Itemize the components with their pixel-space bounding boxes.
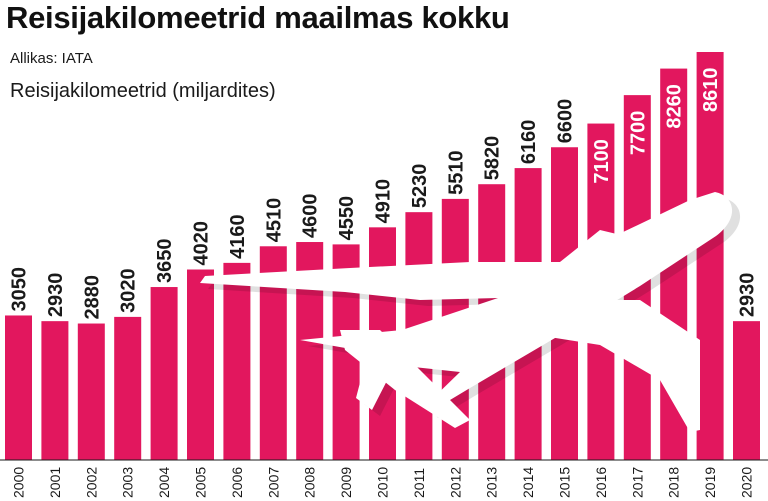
tick-label-2007: 2007 bbox=[265, 467, 281, 498]
value-label-2016: 7100 bbox=[591, 139, 613, 184]
tick-label-2018: 2018 bbox=[666, 467, 682, 498]
tick-label-2010: 2010 bbox=[375, 467, 391, 498]
value-label-2018: 8260 bbox=[664, 84, 686, 129]
source-label: Allikas: IATA bbox=[10, 50, 93, 67]
value-label-2004: 3650 bbox=[154, 239, 176, 284]
tick-label-2012: 2012 bbox=[447, 467, 463, 498]
value-label-2001: 2930 bbox=[45, 273, 67, 318]
value-label-2005: 4020 bbox=[191, 221, 213, 266]
value-label-2009: 4550 bbox=[336, 196, 358, 241]
tick-label-2009: 2009 bbox=[338, 467, 354, 498]
value-label-2000: 3050 bbox=[9, 267, 31, 312]
value-label-2002: 2880 bbox=[81, 275, 103, 320]
tick-label-2019: 2019 bbox=[702, 467, 718, 498]
value-label-2003: 3020 bbox=[118, 268, 140, 313]
bar-2003 bbox=[114, 316, 142, 460]
bar-2001 bbox=[41, 321, 69, 460]
tick-label-2017: 2017 bbox=[629, 467, 645, 498]
value-label-2019: 8610 bbox=[700, 68, 722, 113]
tick-label-2014: 2014 bbox=[520, 467, 536, 498]
tick-label-2013: 2013 bbox=[484, 467, 500, 498]
value-label-2012: 5510 bbox=[445, 150, 467, 195]
tick-label-2000: 2000 bbox=[11, 467, 27, 498]
chart-title: Reisijakilomeetrid maailmas kokku bbox=[6, 0, 510, 35]
bar-2006 bbox=[223, 262, 251, 460]
tick-label-2011: 2011 bbox=[411, 468, 427, 498]
value-label-2008: 4600 bbox=[300, 194, 322, 239]
tick-label-2008: 2008 bbox=[302, 467, 318, 498]
tick-label-2001: 2001 bbox=[47, 467, 63, 498]
value-label-2007: 4510 bbox=[263, 198, 285, 243]
tick-label-2006: 2006 bbox=[229, 467, 245, 498]
bar-2005 bbox=[187, 269, 214, 460]
value-label-2020: 2930 bbox=[737, 273, 759, 318]
tick-label-2016: 2016 bbox=[593, 467, 609, 498]
tick-label-2002: 2002 bbox=[83, 467, 99, 498]
bar-2002 bbox=[77, 323, 105, 460]
x-axis-ticks: 2000 2001 2002 2003 2004 2005 2006 2007 2008 2009… bbox=[11, 467, 755, 498]
tick-label-2005: 2005 bbox=[193, 467, 209, 498]
tick-label-2004: 2004 bbox=[156, 467, 172, 498]
value-label-2011: 5230 bbox=[409, 164, 431, 209]
value-label-2015: 6600 bbox=[555, 99, 577, 144]
tick-label-2020: 2020 bbox=[739, 467, 755, 498]
bar-2004 bbox=[150, 287, 178, 460]
tick-label-2003: 2003 bbox=[120, 467, 136, 498]
bar-2019 bbox=[696, 52, 724, 460]
bar-2020 bbox=[733, 321, 760, 460]
value-label-2014: 6160 bbox=[518, 120, 540, 165]
bar-2000 bbox=[5, 315, 32, 460]
y-axis-label: Reisijakilomeetrid (miljardites) bbox=[10, 80, 276, 102]
value-label-2013: 5820 bbox=[482, 136, 504, 181]
tick-label-2015: 2015 bbox=[557, 467, 573, 498]
value-label-2017: 7700 bbox=[627, 111, 649, 156]
value-label-2010: 4910 bbox=[373, 179, 395, 224]
airplane-icon bbox=[200, 192, 741, 432]
value-label-2006: 4160 bbox=[227, 214, 249, 259]
